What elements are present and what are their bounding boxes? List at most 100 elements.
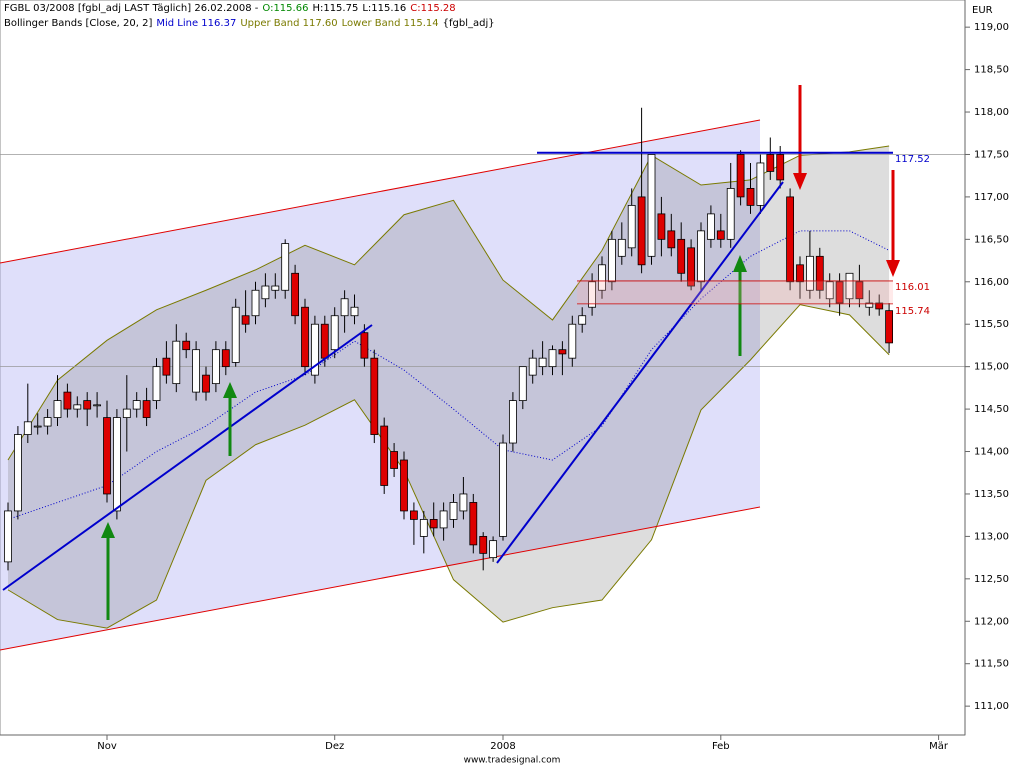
y-tick-label: 118,00 <box>974 107 1009 118</box>
channel-line <box>0 119 761 264</box>
y-tick-label: 114,50 <box>974 404 1009 415</box>
y-tick-label: 112,00 <box>974 616 1009 627</box>
candle-body <box>409 510 418 520</box>
candle-body <box>43 417 52 427</box>
candle-body <box>578 315 587 325</box>
candle-body <box>875 302 884 310</box>
y-unit: EUR <box>972 5 993 16</box>
candle-body <box>796 264 804 283</box>
band-fill <box>8 145 890 629</box>
arrow-head <box>886 260 900 277</box>
header-text: FGBL 03/2008 [fgbl_adj LAST Täglich] 26.… <box>4 3 259 14</box>
plot-area <box>0 0 966 736</box>
candle-body <box>697 230 705 283</box>
header-text: Upper Band 117.60 <box>240 18 338 29</box>
candle-body <box>360 332 369 359</box>
mid-line <box>7 230 890 520</box>
header-text: {fgbl_adj} <box>442 18 495 29</box>
title: FGBL 03/2008 [fgbl_adj LAST Täglich] 26.… <box>4 3 460 14</box>
candle-body <box>301 306 309 368</box>
arrow-head <box>793 173 807 190</box>
y-tick-label: 118,50 <box>974 65 1009 76</box>
candle-body <box>677 238 686 274</box>
candle-body <box>558 349 567 355</box>
candle-body <box>776 154 785 181</box>
indicator-legend: Bollinger Bands [Close, 20, 2] Mid Line 1… <box>4 18 499 29</box>
x-tick-label: Dez <box>325 741 344 752</box>
candle-body <box>23 421 32 435</box>
y-tick-label: 114,00 <box>974 447 1009 458</box>
y-tick-label: 112,50 <box>974 574 1009 585</box>
y-tick-label: 111,00 <box>974 701 1009 712</box>
candle-body <box>657 213 666 240</box>
candle-body <box>93 404 101 407</box>
candle-body <box>855 281 864 300</box>
y-tick-label: 117,50 <box>974 149 1009 160</box>
candle-body <box>736 154 745 198</box>
candle-body <box>885 310 893 344</box>
y-tick-label: 113,50 <box>974 489 1009 500</box>
y-tick-label: 113,00 <box>974 531 1009 542</box>
candle-body <box>390 451 399 469</box>
arrow-head <box>223 382 237 398</box>
candle-body <box>439 510 448 529</box>
candle-body <box>538 357 547 368</box>
candle-body <box>608 238 616 283</box>
header-text: Bollinger Bands [Close, 20, 2] <box>4 18 153 29</box>
candle-body <box>221 349 230 368</box>
level-label: 117.52 <box>895 154 930 165</box>
candle-body <box>667 230 676 249</box>
candle-body <box>835 281 844 304</box>
candle-body <box>499 442 507 537</box>
header-text: O:115.66 <box>262 3 309 14</box>
candle-body <box>449 502 458 520</box>
header-text: Mid Line 116.37 <box>156 18 237 29</box>
candle-body <box>548 349 557 368</box>
trend-line <box>496 181 784 564</box>
candle-body <box>241 315 250 325</box>
candle-body <box>261 285 270 300</box>
header-text: C:115.28 <box>410 3 456 14</box>
candle-body <box>152 366 161 402</box>
candle-body <box>400 459 408 512</box>
candle-body <box>271 285 280 291</box>
candle-body <box>825 281 834 300</box>
candle-body <box>756 162 765 206</box>
candle-body <box>429 519 438 529</box>
candle-body <box>211 349 220 385</box>
candle-body <box>13 434 22 512</box>
candle-body <box>53 400 62 418</box>
arrow-head <box>101 522 115 538</box>
trend-line <box>2 324 373 591</box>
candle-body <box>707 213 715 240</box>
candle-body <box>192 349 201 393</box>
band-line <box>7 304 890 629</box>
candle-body <box>786 196 794 283</box>
candle-body <box>122 408 131 418</box>
candle-body <box>647 154 656 257</box>
candle-body <box>508 400 517 444</box>
candle-body <box>132 400 141 410</box>
y-tick-label: 115,50 <box>974 319 1009 330</box>
candle-body <box>419 519 428 537</box>
candle-body <box>746 188 755 206</box>
y-tick-label: 115,00 <box>974 362 1009 373</box>
level-zone <box>577 280 893 304</box>
candle-body <box>380 425 389 486</box>
channel-fill <box>0 120 760 650</box>
candle-body <box>726 188 735 240</box>
candle-body <box>33 425 42 428</box>
candle-body <box>598 264 606 291</box>
header-text: L:115.16 <box>362 3 407 14</box>
arrow-head <box>733 255 747 272</box>
candle-body <box>4 510 12 563</box>
y-tick-label: 116,00 <box>974 277 1009 288</box>
candle-body <box>83 400 92 410</box>
candle-body <box>162 357 171 376</box>
y-tick-label: 119,00 <box>974 22 1009 33</box>
candle-body <box>202 374 210 393</box>
candle-body <box>251 289 260 317</box>
candle-body <box>320 323 329 359</box>
x-tick-label: Nov <box>97 741 117 752</box>
